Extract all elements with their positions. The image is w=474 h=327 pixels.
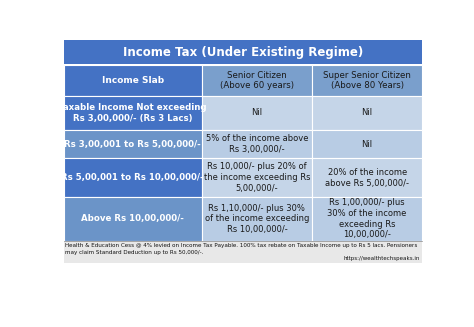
Bar <box>202 158 312 197</box>
Text: Taxable Income Not exceeding
Rs 3,00,000/- (Rs 3 Lacs): Taxable Income Not exceeding Rs 3,00,000… <box>58 103 207 123</box>
Text: https://wealthtechspeaks.in: https://wealthtechspeaks.in <box>344 256 420 261</box>
Text: Above Rs 10,00,000/-: Above Rs 10,00,000/- <box>81 215 184 223</box>
Bar <box>64 65 202 96</box>
Bar <box>64 158 202 197</box>
Text: Senior Citizen
(Above 60 years): Senior Citizen (Above 60 years) <box>220 71 294 90</box>
Text: 20% of the income
above Rs 5,00,000/-: 20% of the income above Rs 5,00,000/- <box>325 168 409 188</box>
Text: Nil: Nil <box>362 109 373 117</box>
Text: Rs 10,000/- plus 20% of
the income exceeding Rs
5,00,000/-: Rs 10,000/- plus 20% of the income excee… <box>204 163 310 193</box>
Bar <box>312 96 422 130</box>
Text: Rs 5,00,001 to Rs 10,00,000/-: Rs 5,00,001 to Rs 10,00,000/- <box>61 173 204 182</box>
Bar <box>312 197 422 241</box>
Bar <box>202 96 312 130</box>
Bar <box>312 130 422 158</box>
Bar <box>64 96 202 130</box>
Bar <box>64 197 202 241</box>
Text: Rs 1,10,000/- plus 30%
of the income exceeding
Rs 10,00,000/-: Rs 1,10,000/- plus 30% of the income exc… <box>205 204 309 234</box>
Text: Nil: Nil <box>251 109 263 117</box>
Text: Rs 3,00,001 to Rs 5,00,000/-: Rs 3,00,001 to Rs 5,00,000/- <box>64 140 201 148</box>
Text: 5% of the income above
Rs 3,00,000/-: 5% of the income above Rs 3,00,000/- <box>206 134 308 154</box>
Bar <box>64 41 422 64</box>
Bar <box>312 158 422 197</box>
Bar <box>64 241 422 263</box>
Text: Income Slab: Income Slab <box>101 76 164 85</box>
Bar <box>312 65 422 96</box>
Text: Rs 1,00,000/- plus
30% of the income
exceeding Rs
10,00,000/-: Rs 1,00,000/- plus 30% of the income exc… <box>328 198 407 239</box>
Text: Nil: Nil <box>362 140 373 148</box>
Bar <box>202 197 312 241</box>
Text: Health & Education Cess @ 4% levied on Income Tax Payable. 100% tax rebate on Ta: Health & Education Cess @ 4% levied on I… <box>65 243 418 255</box>
Bar <box>202 130 312 158</box>
Bar <box>202 65 312 96</box>
Bar <box>64 130 202 158</box>
Text: Super Senior Citizen
(Above 80 Years): Super Senior Citizen (Above 80 Years) <box>323 71 411 90</box>
Text: Income Tax (Under Existing Regime): Income Tax (Under Existing Regime) <box>123 46 363 59</box>
